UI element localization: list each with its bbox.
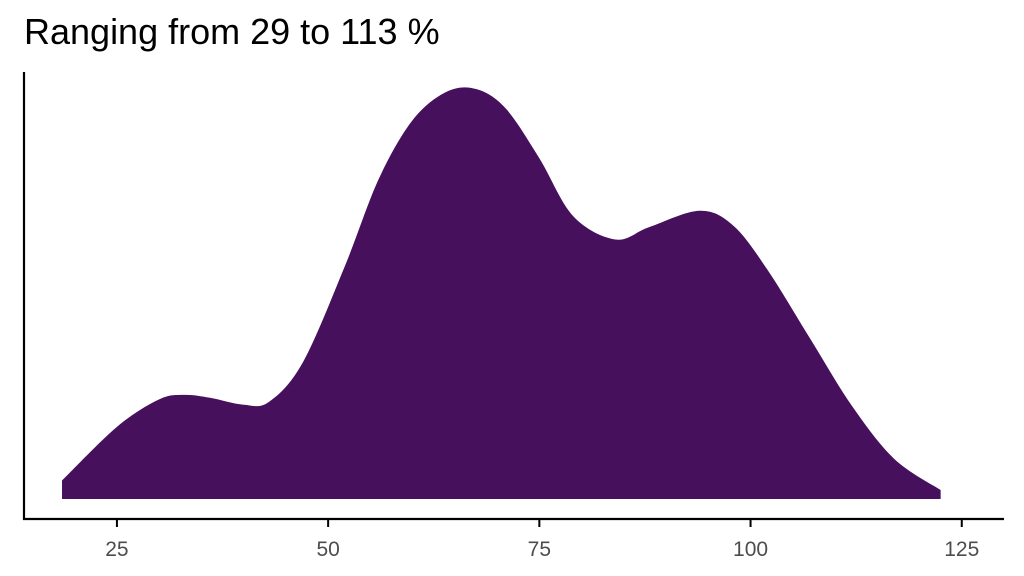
x-tick-label: 125 (944, 538, 979, 561)
x-tick-label: 25 (105, 538, 128, 561)
x-axis-ticks: 25 50 75 100 125 (105, 519, 979, 561)
x-tick-label: 50 (316, 538, 339, 561)
x-tick-label: 100 (733, 538, 768, 561)
x-tick-label: 75 (528, 538, 551, 561)
density-area (62, 87, 941, 500)
chart-title: Ranging from 29 to 113 % (24, 11, 440, 52)
